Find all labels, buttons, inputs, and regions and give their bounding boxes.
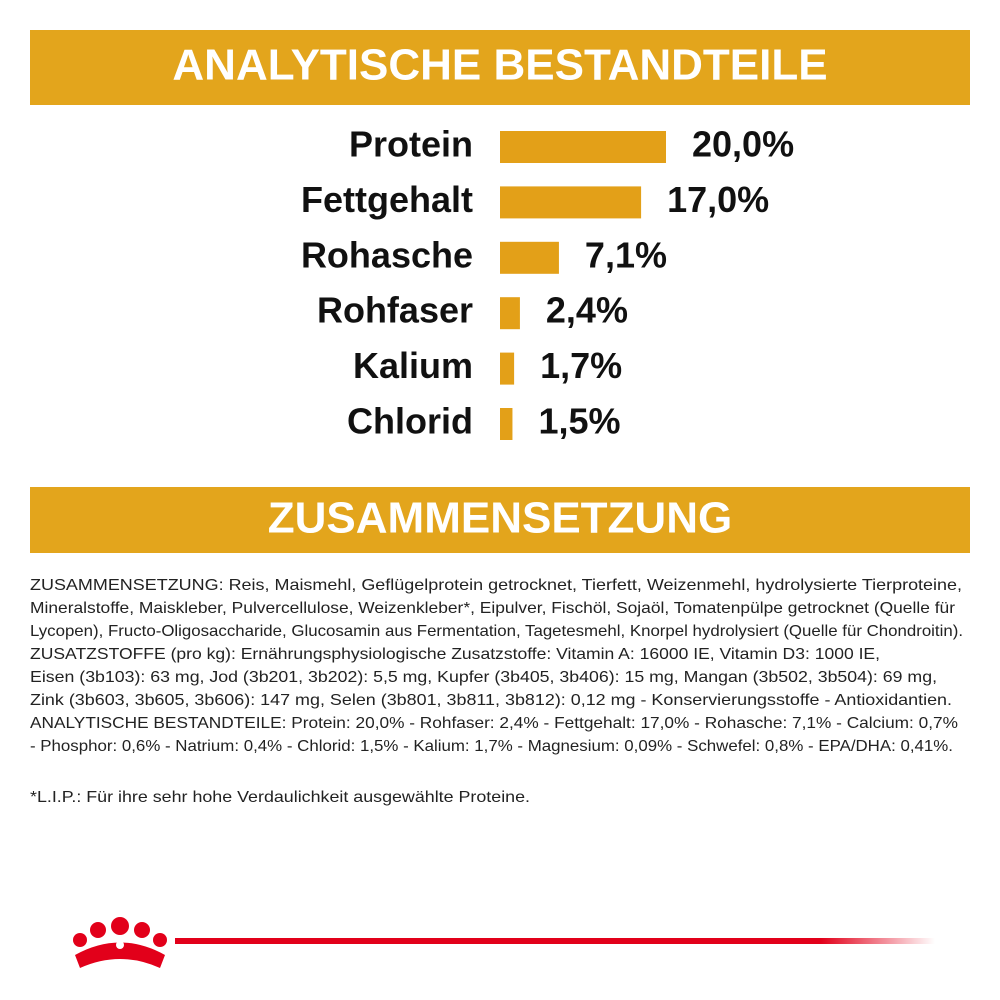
value-label: 2,4% [546, 290, 628, 331]
bar [500, 131, 666, 163]
section-title: ZUSAMMENSETZUNG [268, 494, 732, 543]
category-label: Rohasche [301, 234, 473, 275]
category-label: Rohfaser [317, 290, 473, 331]
composition-line: Eisen (3b103): 63 mg, Jod (3b201, 3b202)… [30, 669, 937, 686]
chart-title: ANALYTISCHE BESTANDTEILE [172, 41, 827, 90]
value-label: 20,0% [692, 124, 794, 165]
composition-line: - Phosphor: 0,6% - Natrium: 0,4% - Chlor… [30, 738, 953, 755]
bar [500, 297, 520, 330]
composition-line: ZUSAMMENSETZUNG: Reis, Maismehl, Geflüge… [30, 577, 962, 594]
banner [30, 487, 970, 553]
logo [73, 917, 167, 968]
footer-line [175, 938, 935, 944]
banner [30, 30, 970, 105]
category-label: Protein [349, 124, 473, 165]
bar [500, 352, 515, 385]
category-label: Fettgehalt [301, 179, 473, 220]
value-label: 1,5% [538, 401, 620, 442]
value-label: 17,0% [667, 179, 769, 220]
composition-line: ANALYTISCHE BESTANDTEILE: Protein: 20,0%… [30, 715, 958, 732]
category-label: Chlorid [347, 401, 473, 442]
composition-line: Mineralstoffe, Maiskleber, Pulvercellulo… [30, 600, 956, 617]
bar [500, 241, 559, 274]
composition-line: ZUSATZSTOFFE (pro kg): Ernährungsphysiol… [30, 646, 880, 663]
composition-line: Lycopen), Fructo-Oligosaccharide, Glucos… [30, 623, 963, 640]
category-label: Kalium [353, 345, 473, 386]
value-label: 1,7% [540, 345, 622, 386]
composition-line: Zink (3b603, 3b605, 3b606): 147 mg, Sele… [30, 692, 952, 709]
value-label: 7,1% [585, 234, 667, 275]
bar [500, 186, 642, 219]
bar [500, 408, 513, 440]
footnote: *L.I.P.: Für ihre sehr hohe Verdaulichke… [30, 789, 530, 806]
